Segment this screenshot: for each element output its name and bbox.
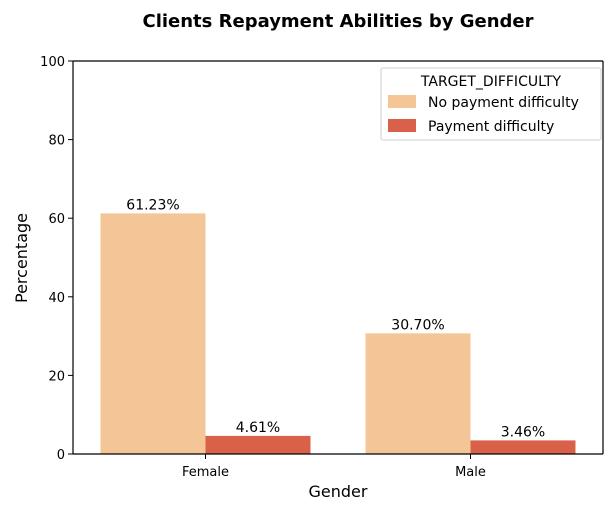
y-tick-label-80: 80 [48,134,65,149]
data-label-male-no-payment-difficulty: 30.70% [391,317,444,333]
legend: TARGET_DIFFICULTY No payment difficulty … [380,67,602,141]
legend-title: TARGET_DIFFICULTY [420,74,562,90]
legend-swatch-no-payment-difficulty [388,95,416,108]
chart-title: Clients Repayment Abilities by Gender [142,11,533,32]
y-tick-label-0: 0 [57,448,65,463]
x-tick-label-male: Male [455,465,486,480]
bar-male-no-payment-difficulty [365,333,471,454]
x-tick-label-female: Female [182,465,229,480]
y-tick-label-60: 60 [48,212,65,227]
data-label-female-payment-difficulty: 4.61% [236,420,280,436]
bar-male-payment-difficulty [470,440,576,454]
bar-female-payment-difficulty [205,435,311,454]
y-tick-label-40: 40 [48,291,65,306]
y-tick-label-100: 100 [40,55,65,70]
legend-label-no-payment-difficulty: No payment difficulty [428,95,579,111]
legend-label-payment-difficulty: Payment difficulty [428,119,554,135]
y-tick-label-20: 20 [48,369,65,384]
y-axis-label: Percentage [12,213,31,303]
bar-labels-layer: 61.23% 30.70% 4.61% 3.46% [126,197,545,440]
bars-layer [100,213,576,454]
x-axis-label: Gender [309,482,368,501]
data-label-female-no-payment-difficulty: 61.23% [126,197,179,213]
axes-layer: 0 20 40 60 80 100 Female Male [40,55,604,480]
data-label-male-payment-difficulty: 3.46% [501,424,545,440]
legend-swatch-payment-difficulty [388,119,416,132]
bar-female-no-payment-difficulty [100,213,206,454]
legend-frame [380,67,602,141]
